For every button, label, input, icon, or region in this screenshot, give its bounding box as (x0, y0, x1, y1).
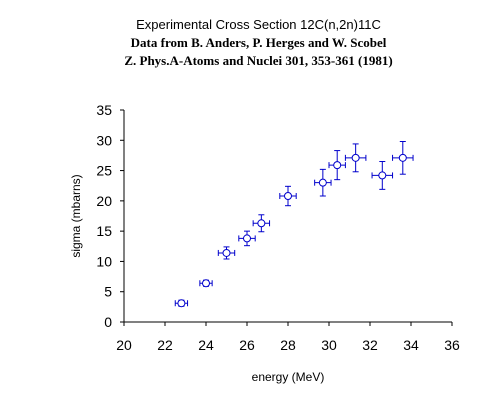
y-tick-label: 20 (96, 193, 112, 209)
data-point (238, 230, 256, 247)
y-tick-label: 30 (96, 132, 112, 148)
y-axis-label: sigma (mbarns) (69, 174, 83, 257)
chart-subtitle: Data from B. Anders, P. Herges and W. Sc… (130, 35, 387, 50)
x-tick-label: 36 (444, 337, 460, 353)
x-tick-label: 22 (157, 337, 173, 353)
tick-labels: 20 22 24 26 28 30 32 34 36 0 5 10 15 20 25 30 35 (96, 102, 460, 353)
chart-title: Experimental Cross Section 12C(n,2n)11C (136, 17, 381, 32)
data-point (279, 185, 297, 207)
data-point (174, 299, 189, 308)
x-tick-label: 34 (403, 337, 419, 353)
x-axis-label: energy (MeV) (252, 370, 325, 384)
y-tick-label: 5 (104, 284, 112, 300)
y-tick-label: 0 (104, 314, 112, 330)
data-points (174, 140, 414, 308)
x-tick-label: 26 (239, 337, 255, 353)
x-tick-label: 24 (198, 337, 214, 353)
x-tick-label: 28 (280, 337, 296, 353)
data-point (328, 150, 346, 181)
data-point (252, 214, 271, 233)
data-point (314, 168, 332, 197)
chart-title-block: Experimental Cross Section 12C(n,2n)11C … (0, 16, 477, 70)
x-tick-label: 20 (116, 337, 132, 353)
y-tick-label: 25 (96, 163, 112, 179)
x-tick-label: 30 (321, 337, 337, 353)
data-point (344, 143, 367, 173)
data-point (199, 279, 213, 288)
y-tick-label: 15 (96, 223, 112, 239)
x-tick-label: 32 (362, 337, 378, 353)
axes (120, 109, 453, 326)
data-point (392, 140, 414, 175)
chart-subtitle-reference: Z. Phys.A-Atoms and Nuclei 301, 353-361 … (124, 53, 393, 68)
y-tick-label: 10 (96, 253, 112, 269)
y-tick-label: 35 (96, 102, 112, 118)
data-point (217, 246, 236, 260)
data-point (371, 160, 394, 190)
